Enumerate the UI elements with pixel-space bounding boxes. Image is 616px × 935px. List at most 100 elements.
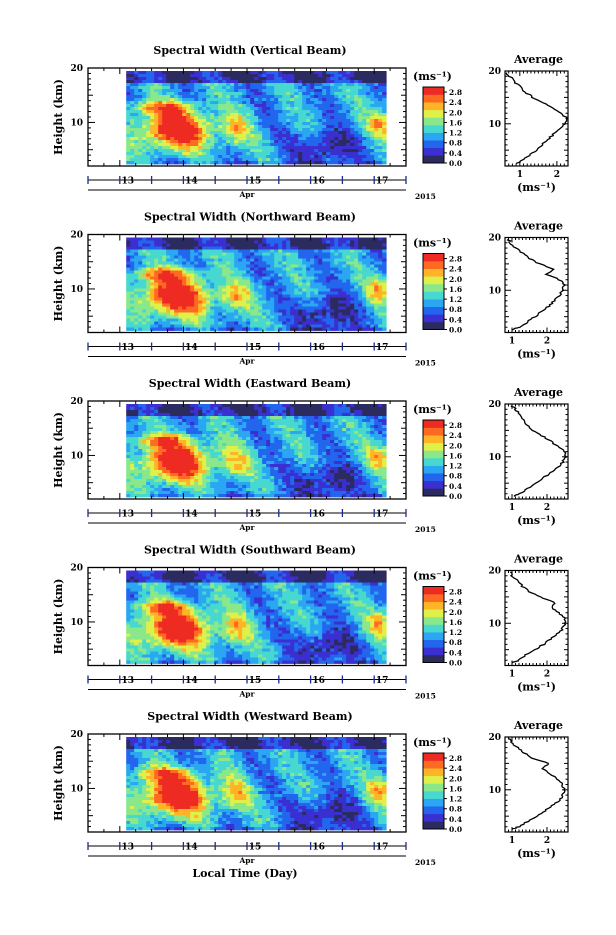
heatmap-cell bbox=[326, 110, 330, 113]
heatmap-cell bbox=[162, 488, 166, 491]
heatmap-cell bbox=[314, 286, 318, 289]
colorbar-swatch bbox=[423, 292, 444, 300]
heatmap-cell bbox=[350, 125, 354, 128]
heatmap-cell bbox=[318, 86, 322, 89]
heatmap-cell bbox=[374, 253, 378, 256]
heatmap-cell bbox=[274, 238, 278, 241]
heatmap-cell bbox=[190, 289, 194, 292]
heatmap-cell bbox=[126, 280, 130, 283]
heatmap-cell bbox=[258, 77, 262, 80]
heatmap-cell bbox=[194, 268, 198, 271]
heatmap-cell bbox=[206, 271, 210, 274]
heatmap-cell bbox=[334, 155, 338, 158]
heatmap-cell bbox=[318, 298, 322, 301]
heatmap-cell bbox=[134, 146, 138, 149]
heatmap-cell bbox=[382, 125, 386, 128]
heatmap-cell bbox=[278, 244, 282, 247]
heatmap-cell bbox=[330, 268, 334, 271]
heatmap-cell bbox=[342, 262, 346, 265]
heatmap-cell bbox=[366, 77, 370, 80]
heatmap-cell bbox=[174, 440, 178, 443]
heatmap-cell bbox=[150, 428, 154, 431]
heatmap-cell bbox=[202, 104, 206, 107]
heatmap-cell bbox=[362, 295, 366, 298]
heatmap-cell bbox=[270, 158, 274, 161]
heatmap-cell bbox=[226, 146, 230, 149]
heatmap-cell bbox=[158, 292, 162, 295]
heatmap-cell bbox=[346, 250, 350, 253]
heatmap-cell bbox=[186, 268, 190, 271]
heatmap-cell bbox=[322, 92, 326, 95]
heatmap-cell bbox=[286, 146, 290, 149]
heatmap-cell bbox=[278, 149, 282, 152]
heatmap-cell bbox=[150, 491, 154, 494]
heatmap-cell bbox=[234, 301, 238, 304]
heatmap-cell bbox=[154, 247, 158, 250]
heatmap-cell bbox=[170, 407, 174, 410]
heatmap-cell bbox=[130, 322, 134, 325]
heatmap-cell bbox=[142, 464, 146, 467]
heatmap-cell bbox=[214, 247, 218, 250]
heatmap-cell bbox=[270, 134, 274, 137]
heatmap-cell bbox=[290, 128, 294, 131]
heatmap-cell bbox=[146, 128, 150, 131]
heatmap-cell bbox=[182, 128, 186, 131]
heatmap-cell bbox=[166, 404, 170, 407]
heatmap-cell bbox=[346, 140, 350, 143]
heatmap-cell bbox=[342, 122, 346, 125]
heatmap-cell bbox=[170, 116, 174, 119]
heatmap-cell bbox=[366, 328, 370, 331]
heatmap-cell bbox=[194, 328, 198, 331]
heatmap-cell bbox=[214, 286, 218, 289]
heatmap-cell bbox=[242, 119, 246, 122]
heatmap-cell bbox=[194, 77, 198, 80]
heatmap-cell bbox=[182, 71, 186, 74]
heatmap-cell bbox=[374, 307, 378, 310]
heatmap-cell bbox=[382, 322, 386, 325]
heatmap-cell bbox=[166, 328, 170, 331]
heatmap-cell bbox=[294, 134, 298, 137]
heatmap-cell bbox=[274, 289, 278, 292]
heatmap-cell bbox=[322, 268, 326, 271]
heatmap-cell bbox=[218, 152, 222, 155]
heatmap-cell bbox=[338, 286, 342, 289]
heatmap-cell bbox=[310, 131, 314, 134]
heatmap-cell bbox=[194, 286, 198, 289]
heatmap-cell bbox=[298, 104, 302, 107]
heatmap-cell bbox=[158, 434, 162, 437]
heatmap-cell bbox=[142, 473, 146, 476]
heatmap-cell bbox=[370, 89, 374, 92]
heatmap-cell bbox=[190, 271, 194, 274]
x-tick-label: 14 bbox=[185, 177, 198, 187]
heatmap-cell bbox=[130, 113, 134, 116]
heatmap-cell bbox=[246, 244, 250, 247]
heatmap-cell bbox=[146, 488, 150, 491]
heatmap-cell bbox=[222, 262, 226, 265]
heatmap-cell bbox=[326, 304, 330, 307]
heatmap-cell bbox=[222, 104, 226, 107]
heatmap-cell bbox=[362, 292, 366, 295]
heatmap-cell bbox=[282, 319, 286, 322]
heatmap-cell bbox=[214, 316, 218, 319]
heatmap-cell bbox=[350, 107, 354, 110]
heatmap-cell bbox=[202, 307, 206, 310]
heatmap-cell bbox=[286, 131, 290, 134]
heatmap-cell bbox=[334, 89, 338, 92]
heatmap-cell bbox=[186, 437, 190, 440]
heatmap-cell bbox=[302, 238, 306, 241]
heatmap-cell bbox=[182, 470, 186, 473]
heatmap-cell bbox=[250, 280, 254, 283]
heatmap-cell bbox=[266, 322, 270, 325]
heatmap-cell bbox=[290, 149, 294, 152]
heatmap-cell bbox=[230, 289, 234, 292]
heatmap-cell bbox=[282, 268, 286, 271]
heatmap-cell bbox=[126, 494, 130, 497]
heatmap-cell bbox=[302, 283, 306, 286]
heatmap-cell bbox=[366, 313, 370, 316]
heatmap-cell bbox=[130, 259, 134, 262]
heatmap-cell bbox=[358, 146, 362, 149]
heatmap-cell bbox=[342, 307, 346, 310]
heatmap-cell bbox=[258, 146, 262, 149]
heatmap-cell bbox=[326, 271, 330, 274]
heatmap-cell bbox=[230, 265, 234, 268]
